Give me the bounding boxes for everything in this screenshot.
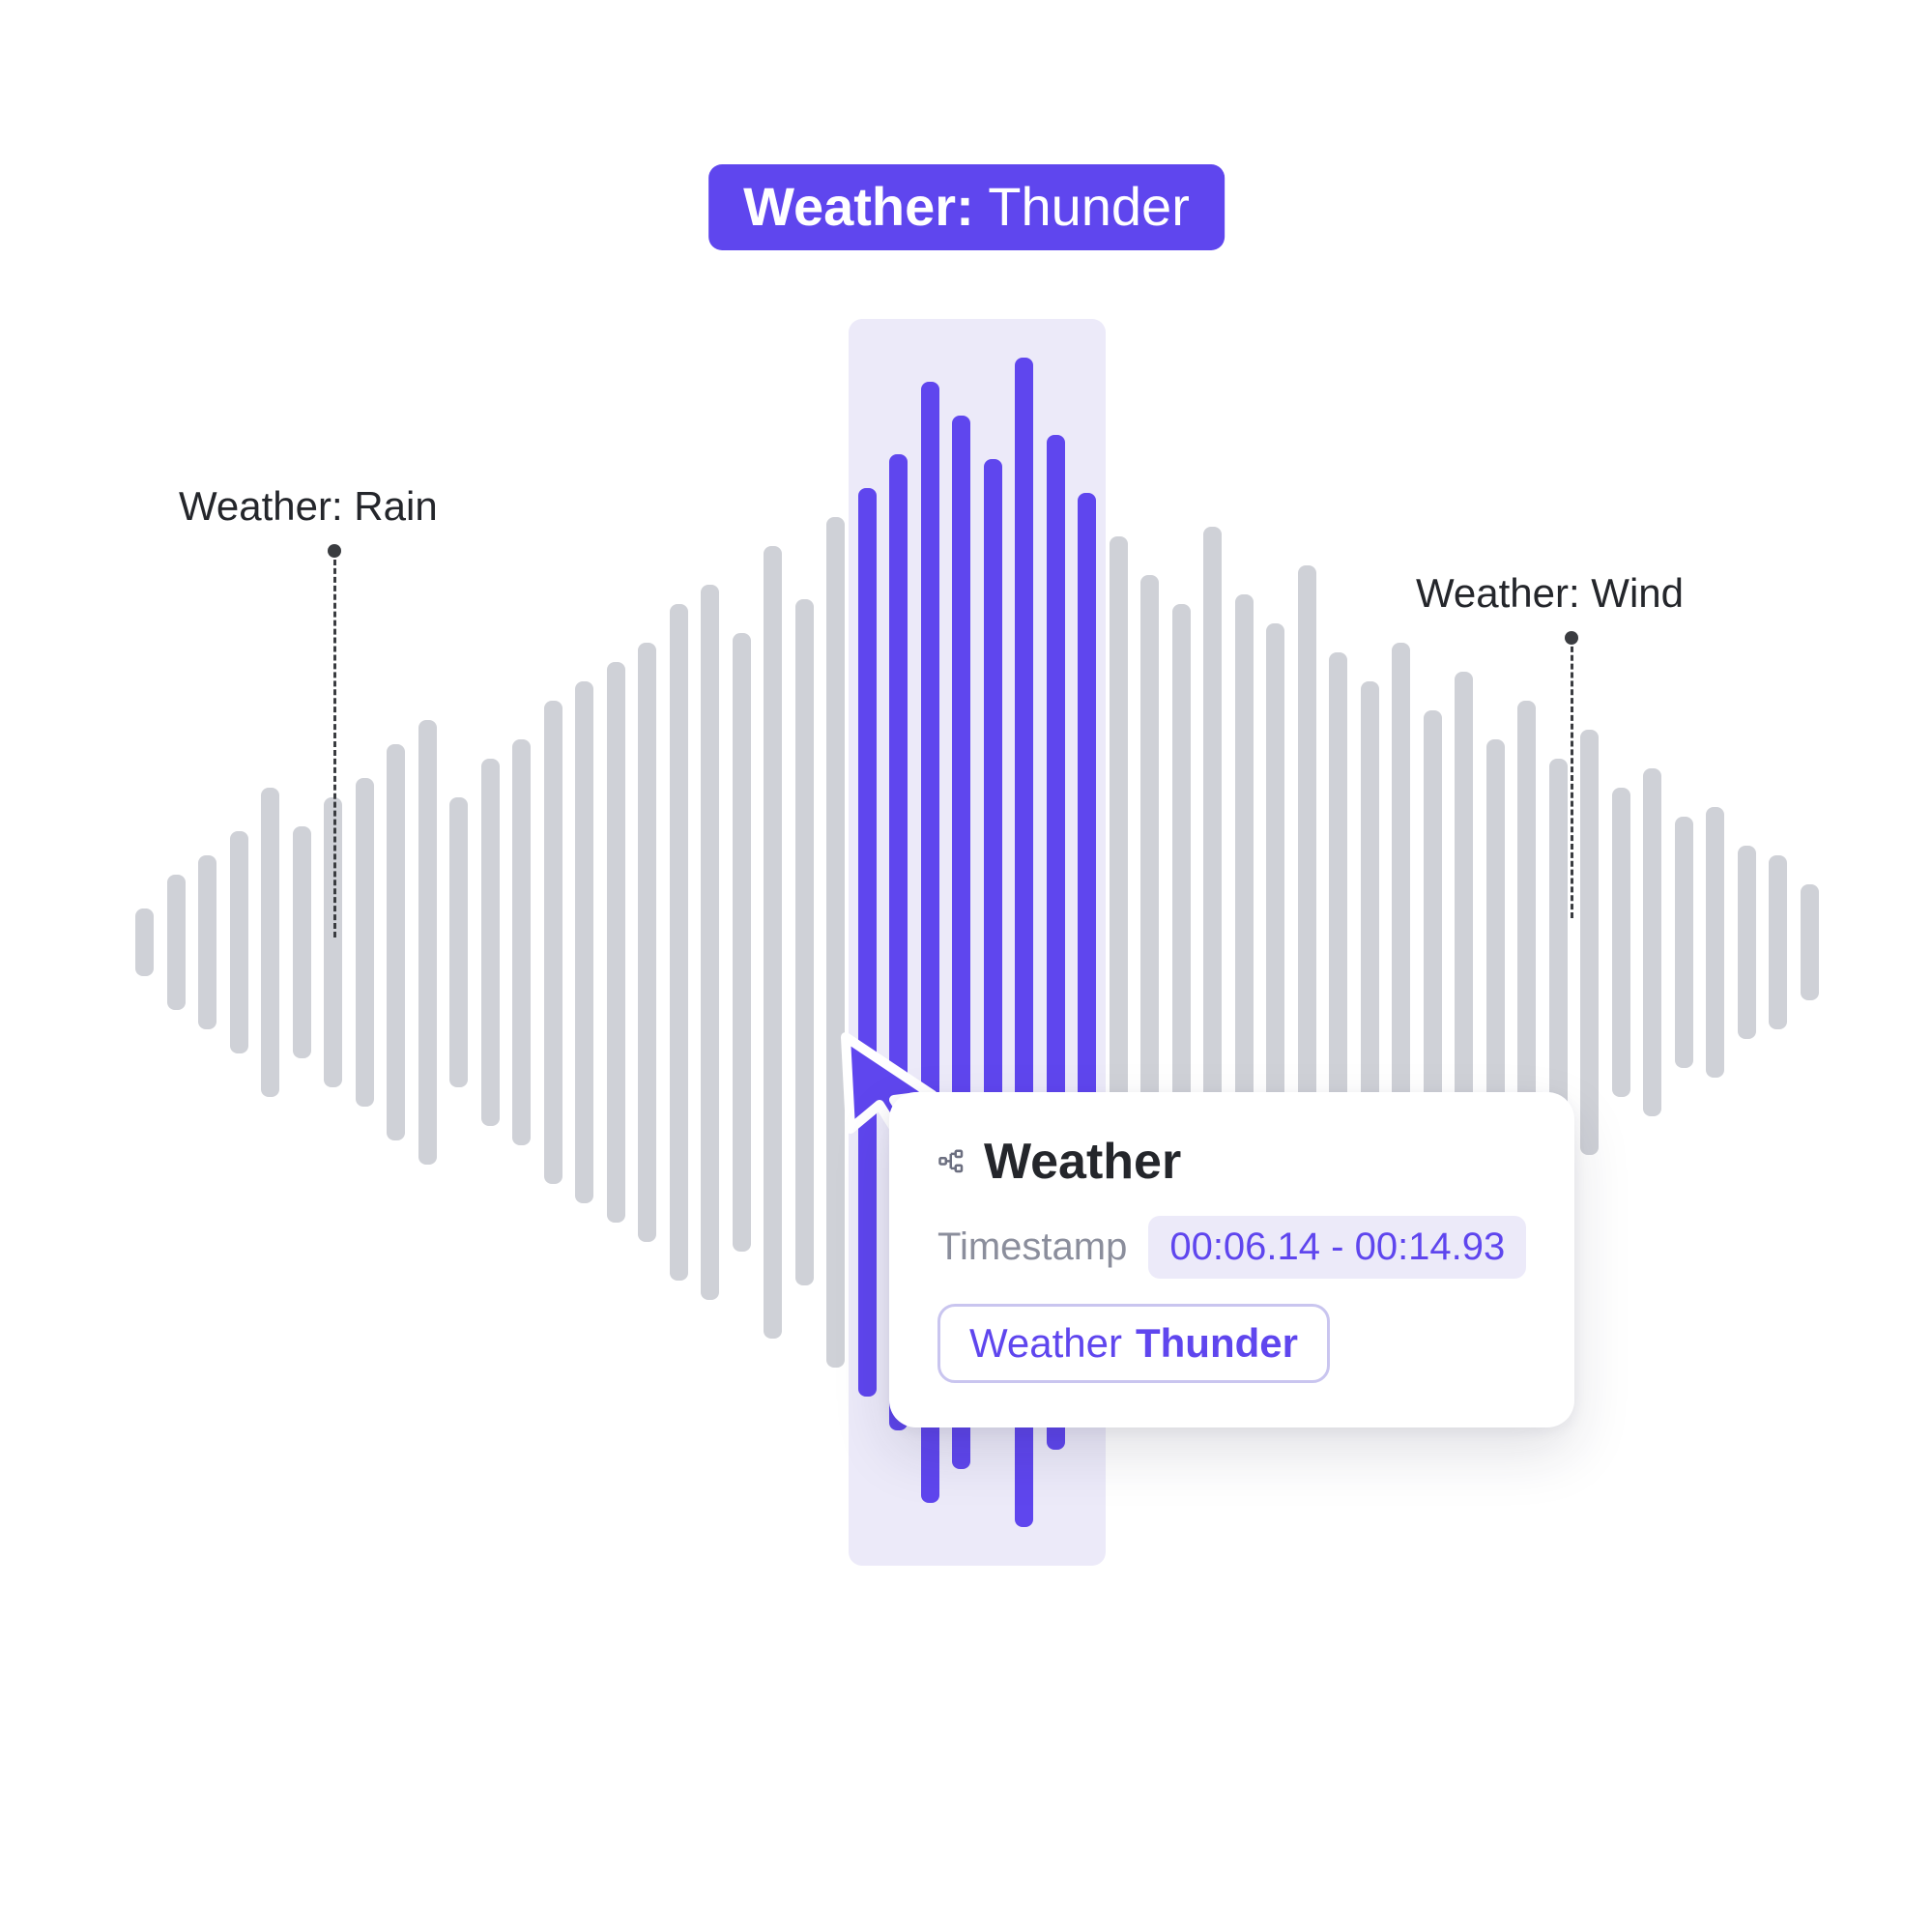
waveform-bar [230, 831, 248, 1053]
waveform-bar [670, 604, 688, 1281]
waveform-bar [1643, 768, 1661, 1116]
waveform-bar [544, 701, 562, 1184]
waveform-bar [261, 788, 279, 1097]
leader-line-rain [333, 551, 336, 937]
classification-key: Weather [969, 1320, 1122, 1367]
waveform-bar [293, 826, 311, 1058]
classification-chip[interactable]: Weather Thunder [937, 1304, 1330, 1383]
waveform-bar [418, 720, 437, 1165]
waveform-bar [701, 585, 719, 1300]
waveform-bar [1706, 807, 1724, 1078]
waveform-annotation-stage: Weather: Thunder Weather: Rain Weather: … [135, 164, 1798, 1711]
waveform-bar [1486, 739, 1505, 1145]
tooltip-title: Weather [984, 1133, 1181, 1191]
waveform-bar [1801, 884, 1819, 1000]
taxonomy-icon [937, 1147, 966, 1176]
waveform-bar [1769, 855, 1787, 1029]
waveform-bar [198, 855, 216, 1029]
chip-key: Weather: [743, 176, 974, 237]
leader-dot-wind [1565, 631, 1578, 645]
waveform-bar [135, 908, 154, 976]
waveform[interactable]: Weather: Rain Weather: Wind [135, 319, 1798, 1566]
waveform-bar [1580, 730, 1599, 1155]
waveform-bar [764, 546, 782, 1339]
annotation-label-rain: Weather: Rain [179, 483, 438, 530]
waveform-bar [356, 778, 374, 1107]
waveform-bar [449, 797, 468, 1087]
active-classification-chip: Weather: Thunder [708, 164, 1225, 250]
timestamp-value: 00:06.14 - 00:14.93 [1148, 1216, 1526, 1279]
waveform-bar [387, 744, 405, 1140]
annotation-tooltip-card: Weather Timestamp 00:06.14 - 00:14.93 We… [889, 1092, 1574, 1427]
waveform-bar [826, 517, 845, 1368]
waveform-bar [1675, 817, 1693, 1068]
timestamp-label: Timestamp [937, 1226, 1127, 1269]
waveform-bar [481, 759, 500, 1126]
waveform-bar [1612, 788, 1630, 1097]
waveform-bar [795, 599, 814, 1285]
waveform-bar [733, 633, 751, 1252]
chip-value: Thunder [988, 176, 1190, 237]
annotation-label-wind: Weather: Wind [1416, 570, 1684, 617]
leader-line-wind [1571, 638, 1573, 918]
classification-value: Thunder [1136, 1320, 1298, 1367]
waveform-bar [575, 681, 593, 1203]
waveform-bar [638, 643, 656, 1242]
waveform-bar [607, 662, 625, 1223]
waveform-bar [858, 488, 877, 1397]
waveform-bar [512, 739, 531, 1145]
waveform-bar [1738, 846, 1756, 1039]
waveform-bar [167, 875, 186, 1010]
leader-dot-rain [328, 544, 341, 558]
waveform-bar [1549, 759, 1568, 1126]
